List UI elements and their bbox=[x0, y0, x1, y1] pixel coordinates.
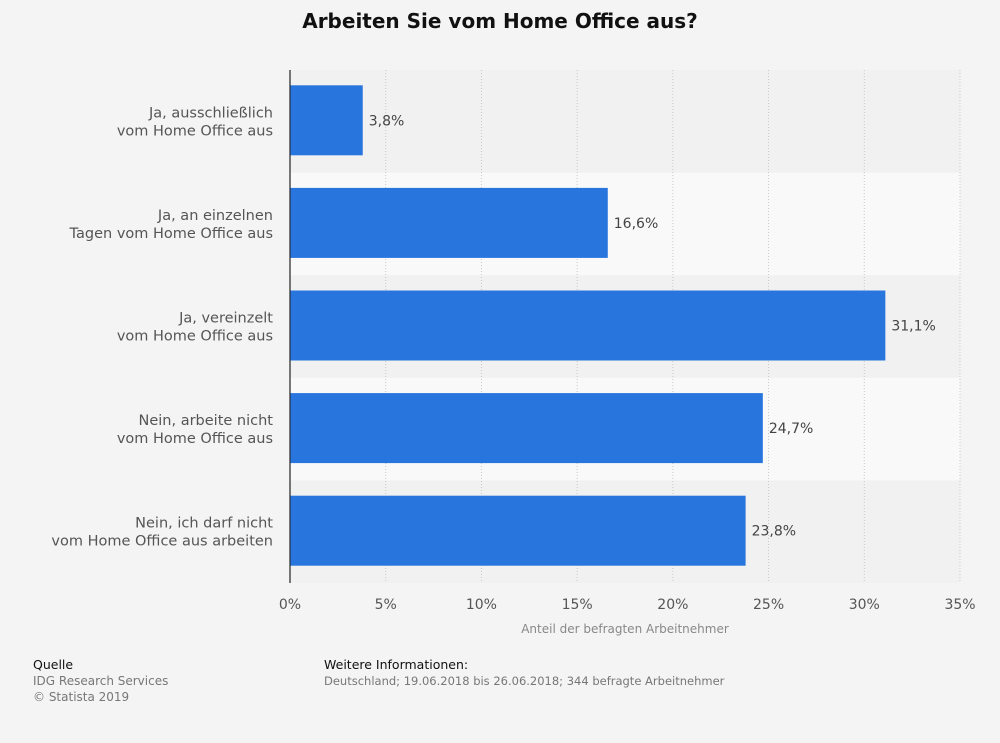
bar bbox=[290, 393, 763, 464]
x-tick-label: 10% bbox=[466, 597, 497, 613]
bar bbox=[290, 495, 746, 566]
info-block: Weitere Informationen: Deutschland; 19.0… bbox=[324, 657, 724, 689]
x-axis-label: Anteil der befragten Arbeitnehmer bbox=[521, 622, 729, 636]
category-label: Ja, an einzelnen Tagen vom Home Office au… bbox=[69, 208, 273, 242]
value-label: 3,8% bbox=[369, 113, 405, 129]
x-tick-label: 20% bbox=[657, 597, 688, 613]
x-tick-label: 35% bbox=[944, 597, 975, 613]
source-heading: Quelle bbox=[33, 657, 74, 672]
copyright-line: © Statista 2019 bbox=[33, 690, 130, 704]
chart-title: Arbeiten Sie vom Home Office aus? bbox=[302, 9, 698, 33]
x-tick-label: 0% bbox=[279, 597, 301, 613]
source-line: IDG Research Services bbox=[33, 674, 169, 688]
category-label: Nein, arbeite nicht vom Home Office aus bbox=[117, 413, 273, 447]
bar bbox=[290, 85, 363, 156]
x-tick-label: 25% bbox=[753, 597, 784, 613]
row-band bbox=[290, 70, 960, 173]
x-tick-label: 15% bbox=[562, 597, 593, 613]
info-heading: Weitere Informationen: bbox=[324, 657, 469, 672]
value-label: 23,8% bbox=[752, 524, 796, 540]
value-label: 31,1% bbox=[891, 319, 935, 335]
category-label: Ja, vereinzelt vom Home Office aus bbox=[117, 311, 273, 345]
bar-chart: 0% 5% 10% 15% 20% 25% 30% 35% 3,8% Ja, ausschließ… bbox=[51, 70, 976, 636]
source-block: Quelle IDG Research Services © Statista … bbox=[33, 657, 168, 705]
x-tick-label: 30% bbox=[849, 597, 880, 613]
bar bbox=[290, 290, 886, 361]
value-label: 24,7% bbox=[769, 421, 813, 437]
value-label: 16,6% bbox=[614, 216, 658, 232]
category-label: Nein, ich darf nicht vom Home Office aus … bbox=[51, 516, 273, 550]
info-text: Deutschland; 19.06.2018 bis 26.06.2018; … bbox=[324, 674, 725, 688]
bar bbox=[290, 187, 608, 258]
category-label: Ja, ausschließlich vom Home Office aus bbox=[117, 105, 273, 139]
x-tick-label: 5% bbox=[375, 597, 397, 613]
